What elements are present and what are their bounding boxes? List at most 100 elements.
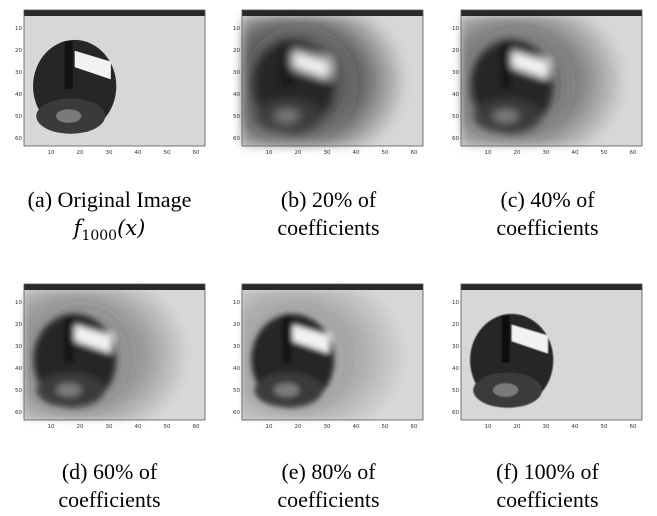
y-tick-label: 60 (452, 410, 459, 416)
image-object-label (74, 324, 111, 354)
y-tick-label: 40 (233, 92, 240, 98)
x-tick-label: 60 (630, 150, 637, 156)
y-tick-label: 40 (452, 366, 459, 372)
image-object-stripe (64, 41, 73, 89)
x-tick-label: 40 (572, 150, 579, 156)
y-tick-label: 40 (452, 92, 459, 98)
x-tick-label: 10 (48, 150, 55, 156)
y-tick-label: 10 (452, 300, 459, 306)
image-ringing-ghost (32, 304, 134, 412)
x-tick-label: 40 (353, 150, 360, 156)
x-tick-label: 50 (164, 424, 171, 430)
image-svg-a: 10 20 30 40 50 60 10 20 30 40 50 60 (15, 9, 206, 156)
image-object-label (511, 324, 548, 354)
y-tick-label: 60 (15, 410, 22, 416)
x-tick-label: 40 (135, 424, 142, 430)
image-svg-c: 10 20 30 40 50 60 10 20 30 40 50 60 (452, 9, 643, 156)
image-object-hole (274, 383, 300, 397)
caption-f: (f) 100% of coefficients (438, 458, 657, 514)
image-frame (241, 9, 424, 147)
y-tick-label: 10 (233, 300, 240, 306)
image-object-hole (274, 109, 300, 123)
x-tick-label: 50 (601, 150, 608, 156)
caption-a-sub: 1000 (81, 228, 118, 244)
image-object-stripe (282, 315, 291, 363)
x-tick-label: 20 (295, 150, 302, 156)
image-object-hole (493, 383, 519, 397)
caption-f-line1: (f) 100% of (496, 459, 599, 484)
image-svg-f: 10 20 30 40 50 60 10 20 30 40 50 60 (452, 283, 643, 430)
y-tick-label: 30 (452, 70, 459, 76)
caption-a-arg: (x) (117, 216, 146, 240)
x-tick-label: 20 (514, 150, 521, 156)
image-svg-d: 10 20 30 40 50 60 10 20 30 40 50 60 (15, 283, 206, 430)
image-panel-e: 10 20 30 40 50 60 10 20 30 40 50 60 (228, 282, 427, 432)
x-tick-label: 30 (106, 150, 113, 156)
y-tick-label: 40 (233, 366, 240, 372)
y-tick-label: 20 (233, 48, 240, 54)
caption-a-f: f (73, 216, 82, 240)
image-frame (460, 9, 643, 147)
y-tick-label: 50 (452, 114, 459, 120)
y-tick-label: 30 (15, 344, 22, 350)
image-object-label (511, 50, 548, 80)
y-tick-label: 60 (15, 136, 22, 142)
x-tick-label: 60 (630, 424, 637, 430)
x-tick-label: 40 (353, 424, 360, 430)
y-tick-label: 10 (15, 26, 22, 32)
x-tick-label: 10 (266, 424, 273, 430)
x-tick-label: 10 (48, 424, 55, 430)
x-tick-label: 30 (106, 424, 113, 430)
y-tick-label: 20 (15, 48, 22, 54)
image-object-label (74, 50, 111, 80)
image-top-band (461, 284, 642, 290)
image-frame (241, 283, 424, 421)
y-tick-label: 10 (233, 26, 240, 32)
image-frame (23, 9, 206, 147)
caption-e-line2: coefficients (277, 487, 380, 512)
image-object-label (292, 324, 329, 354)
caption-d: (d) 60% of coefficients (0, 458, 219, 514)
caption-a-line1: (a) Original Image (27, 187, 192, 212)
image-object-hole (56, 109, 82, 123)
caption-d-line2: coefficients (58, 487, 161, 512)
y-tick-label: 10 (452, 26, 459, 32)
caption-f-line2: coefficients (496, 487, 599, 512)
y-tick-label: 20 (233, 322, 240, 328)
x-tick-label: 10 (485, 424, 492, 430)
image-ringing-ghost (469, 30, 571, 138)
x-tick-label: 30 (543, 424, 550, 430)
y-tick-label: 10 (15, 300, 22, 306)
x-tick-label: 60 (411, 150, 418, 156)
x-tick-label: 40 (572, 424, 579, 430)
image-panel-b: 10 20 30 40 50 60 10 20 30 40 50 60 (228, 8, 427, 158)
x-tick-label: 50 (382, 150, 389, 156)
x-tick-label: 30 (324, 150, 331, 156)
image-object-hole (56, 383, 82, 397)
y-tick-label: 50 (15, 114, 22, 120)
y-tick-label: 20 (452, 48, 459, 54)
x-tick-label: 20 (514, 424, 521, 430)
image-frame (460, 283, 643, 421)
image-ringing-ghost (250, 304, 352, 412)
caption-a-math: f1000(x) (0, 214, 219, 250)
x-tick-label: 50 (382, 424, 389, 430)
caption-b-line2: coefficients (277, 215, 380, 240)
caption-b: (b) 20% of coefficients (219, 186, 438, 242)
y-tick-label: 30 (15, 70, 22, 76)
y-tick-label: 60 (233, 136, 240, 142)
image-top-band (461, 10, 642, 16)
x-tick-label: 60 (193, 424, 200, 430)
image-object-stripe (64, 315, 73, 363)
x-tick-label: 10 (485, 150, 492, 156)
x-tick-label: 30 (543, 150, 550, 156)
image-svg-e: 10 20 30 40 50 60 10 20 30 40 50 60 (233, 283, 424, 430)
image-top-band (24, 284, 205, 290)
image-object-label (292, 50, 329, 80)
y-tick-label: 20 (15, 322, 22, 328)
x-tick-label: 20 (295, 424, 302, 430)
caption-c-line1: (c) 40% of (500, 187, 595, 212)
image-object-stripe (282, 41, 291, 89)
x-tick-label: 40 (135, 150, 142, 156)
x-tick-label: 60 (411, 424, 418, 430)
